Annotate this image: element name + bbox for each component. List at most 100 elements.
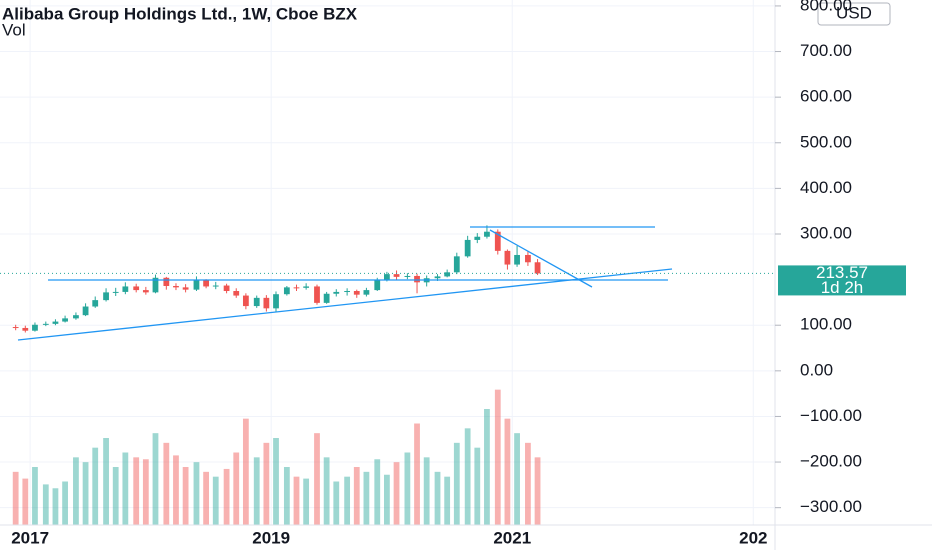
drawings — [17, 226, 673, 341]
candle-body — [363, 290, 370, 295]
volume-pane — [12, 389, 541, 525]
candle-body — [112, 291, 119, 293]
y-tick-label: 400.00 — [800, 178, 852, 197]
currency-box[interactable] — [817, 2, 891, 26]
candle-body — [464, 239, 471, 257]
y-tick-label: 300.00 — [800, 223, 852, 242]
candle-body — [353, 291, 360, 295]
volume-bar — [444, 476, 451, 525]
candle-body — [92, 300, 99, 307]
candle-body — [52, 321, 59, 324]
volume-bar — [464, 428, 471, 525]
volume-bar — [212, 476, 219, 525]
volume-bar — [484, 409, 490, 525]
candle-body — [323, 293, 330, 303]
volume-bar — [534, 457, 541, 525]
volume-bar — [92, 447, 99, 525]
volume-bar — [453, 442, 460, 525]
volume-label: Vol — [2, 20, 26, 39]
volume-bar — [122, 452, 129, 525]
candle-body — [212, 285, 219, 287]
volume-bar — [363, 471, 370, 525]
candle-body — [163, 277, 170, 286]
candle-body — [233, 291, 240, 296]
candle-body — [484, 231, 490, 237]
candle-body — [344, 291, 351, 293]
volume-bar — [203, 471, 209, 525]
volume-bar — [103, 438, 109, 525]
candle-body — [32, 324, 38, 331]
down-trend-line — [489, 229, 593, 288]
volume-bar — [293, 476, 300, 525]
x-tick-label: 202 — [739, 528, 767, 547]
price-pane — [12, 225, 541, 333]
candle-body — [293, 287, 300, 289]
candle-body — [414, 275, 420, 283]
volume-bar — [514, 433, 520, 525]
volume-bar — [173, 455, 179, 525]
y-tick-label: 800.00 — [800, 0, 852, 14]
candle-body — [333, 291, 340, 294]
volume-bar — [193, 462, 200, 525]
candle-body — [434, 276, 441, 279]
candle-body — [173, 285, 179, 288]
y-tick-label: −100.00 — [800, 406, 862, 425]
volume-bar — [344, 476, 351, 525]
volume-bar — [253, 457, 260, 525]
candle-body — [193, 280, 200, 290]
y-tick-label: −200.00 — [800, 452, 862, 471]
candle-body — [534, 262, 541, 274]
volume-bar — [374, 459, 381, 525]
candle-body — [12, 327, 19, 329]
x-tick-label: 2021 — [493, 528, 531, 547]
candle-body — [223, 285, 230, 292]
volume-bar — [133, 457, 140, 525]
grid — [0, 0, 775, 525]
volume-bar — [353, 467, 360, 525]
candle-body — [142, 290, 149, 293]
x-tick-label: 2019 — [252, 528, 290, 547]
y-tick-label: 700.00 — [800, 41, 852, 60]
candle-body — [103, 292, 109, 301]
volume-bar — [303, 478, 310, 525]
volume-bar — [414, 423, 420, 525]
y-tick-label: 0.00 — [800, 360, 833, 379]
volume-bar — [323, 457, 330, 525]
volume-bar — [423, 457, 430, 525]
volume-bar — [404, 452, 411, 525]
volume-bar — [73, 457, 79, 525]
candle-body — [22, 327, 29, 331]
volume-bar — [32, 467, 38, 525]
candle-body — [62, 318, 68, 322]
candle-body — [253, 297, 260, 307]
candle-body — [273, 294, 279, 309]
volume-bar — [223, 468, 230, 525]
y-tick-label: 600.00 — [800, 87, 852, 106]
candle-body — [393, 274, 400, 277]
volume-bar — [163, 442, 170, 525]
volume-bar — [273, 438, 279, 525]
candle-body — [474, 236, 481, 240]
candle-body — [444, 272, 451, 277]
volume-bar — [525, 442, 531, 525]
volume-bar — [152, 433, 159, 525]
volume-bar — [384, 474, 390, 525]
volume-bar — [474, 447, 481, 525]
volume-bar — [494, 389, 501, 525]
candle-body — [303, 286, 310, 288]
candle-body — [263, 297, 270, 309]
volume-bar — [333, 481, 340, 525]
last-price-box — [778, 265, 906, 296]
volume-bar — [12, 471, 19, 525]
countdown-label: 1d 2h — [821, 278, 864, 297]
volume-bar — [42, 484, 49, 525]
candle-body — [42, 323, 49, 325]
volume-bar — [393, 462, 400, 525]
candle-body — [453, 256, 460, 273]
candle-body — [152, 277, 159, 293]
trend-line — [17, 268, 673, 341]
volume-bar — [52, 488, 59, 525]
candle-body — [283, 287, 290, 295]
currency[interactable]: USD — [836, 3, 872, 22]
